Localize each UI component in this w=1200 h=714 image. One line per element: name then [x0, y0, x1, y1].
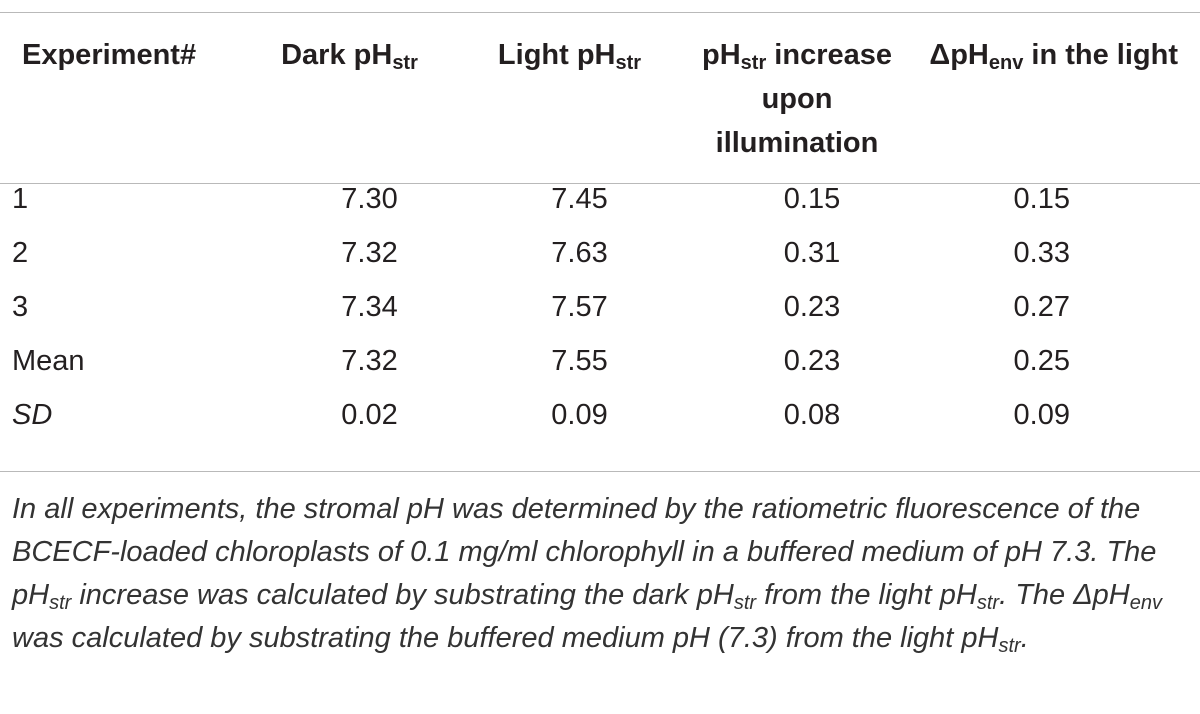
- cell-dark-ph: 7.32: [341, 345, 398, 377]
- cell-delta-ph-env: 0.15: [1013, 183, 1070, 215]
- header-ph-increase: pHstr increase upon illumination: [701, 39, 892, 159]
- cell-experiment: 3: [12, 291, 29, 323]
- cell-delta-ph-env: 0.25: [1013, 345, 1070, 377]
- table-row: 1 7.30 7.45 0.15 0.15: [0, 172, 1200, 226]
- cell-light-ph: 7.55: [551, 345, 608, 377]
- header-dark-ph: Dark pHstr: [281, 39, 418, 74]
- table-footnote: In all experiments, the stromal pH was d…: [12, 493, 1162, 657]
- data-table: Experiment# Dark pHstr Light pHstr pHstr…: [0, 22, 1200, 442]
- cell-experiment: SD: [12, 399, 53, 431]
- cell-dark-ph: 7.34: [341, 291, 398, 323]
- cell-light-ph: 7.57: [551, 291, 608, 323]
- header-row: Experiment# Dark pHstr Light pHstr pHstr…: [0, 22, 1200, 172]
- table-row: SD 0.02 0.09 0.08 0.09: [0, 388, 1200, 442]
- cell-ph-increase: 0.15: [783, 183, 841, 215]
- header-light-ph: Light pHstr: [497, 39, 642, 74]
- header-rule: [0, 183, 1200, 184]
- cell-experiment: 1: [12, 183, 29, 215]
- cell-ph-increase: 0.08: [783, 399, 841, 431]
- cell-dark-ph: 7.32: [341, 237, 398, 269]
- cell-light-ph: 0.09: [551, 399, 608, 431]
- table-row: 2 7.32 7.63 0.31 0.33: [0, 226, 1200, 280]
- cell-light-ph: 7.63: [551, 237, 608, 269]
- cell-ph-increase: 0.23: [783, 291, 841, 323]
- cell-delta-ph-env: 0.09: [1013, 399, 1070, 431]
- cell-experiment: Mean: [12, 345, 85, 377]
- table-row: 3 7.34 7.57 0.23 0.27: [0, 280, 1200, 334]
- cell-ph-increase: 0.31: [783, 237, 841, 269]
- bottom-rule: [0, 471, 1200, 472]
- cell-dark-ph: 0.02: [341, 399, 398, 431]
- header-delta-ph-env: ΔpHenv in the light: [929, 39, 1178, 74]
- header-experiment: Experiment#: [22, 39, 197, 71]
- cell-delta-ph-env: 0.33: [1013, 237, 1070, 269]
- cell-dark-ph: 7.30: [341, 183, 398, 215]
- cell-light-ph: 7.45: [551, 183, 608, 215]
- table-row: Mean 7.32 7.55 0.23 0.25: [0, 334, 1200, 388]
- cell-delta-ph-env: 0.27: [1013, 291, 1070, 323]
- top-rule: [0, 12, 1200, 13]
- cell-ph-increase: 0.23: [783, 345, 841, 377]
- cell-experiment: 2: [12, 237, 29, 269]
